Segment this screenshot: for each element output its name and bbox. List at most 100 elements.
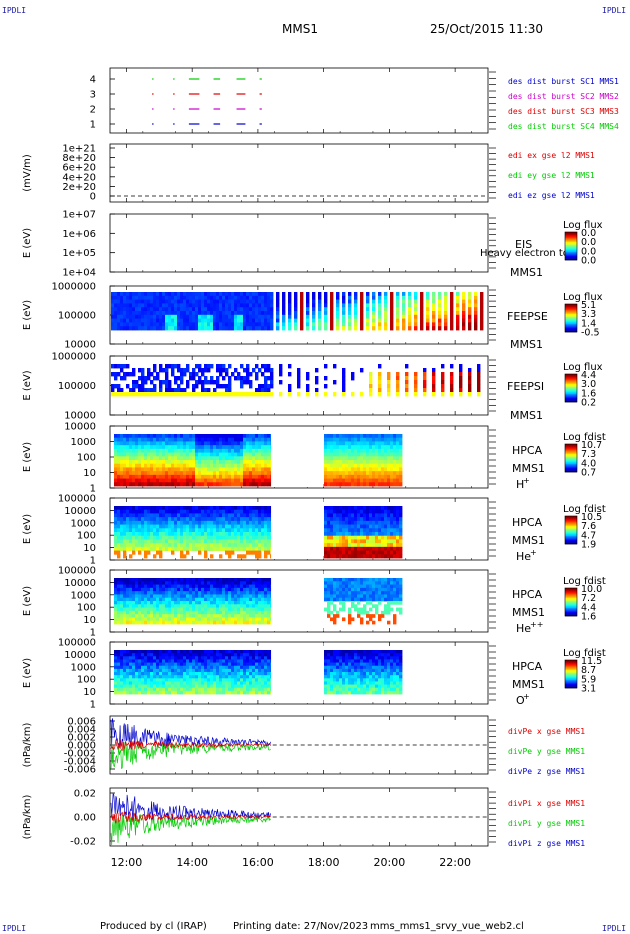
hpca_hepp-pixel xyxy=(195,581,199,585)
hpca_h-pixel xyxy=(393,482,397,487)
hpca_hepp-pixel xyxy=(168,578,172,582)
hpca_h-colorbar-value: 7.3 xyxy=(581,449,596,460)
hpca_h-pixel xyxy=(153,467,157,472)
hpca_hepp-pixel xyxy=(114,617,118,622)
feeps_e-pixel xyxy=(162,295,166,300)
hpca_hepp-pixel xyxy=(330,587,334,592)
hpca_h-pixel xyxy=(249,452,253,457)
feeps_e-pixel xyxy=(189,318,193,323)
hpca_he-pixel xyxy=(339,524,343,529)
hpca_hepp-pixel xyxy=(351,587,355,592)
hpca_hepp-pixel xyxy=(210,578,214,582)
hpca_he-pixel xyxy=(231,520,235,525)
hpca_he-pixel xyxy=(267,532,271,537)
hpca_hepp-pixel xyxy=(387,607,391,612)
hpca_hepp-pixel xyxy=(129,578,133,582)
hpca_h-pixel xyxy=(348,460,352,465)
hpca_he-pixel xyxy=(222,528,226,533)
hpca_h-pixel xyxy=(363,482,367,487)
hpca_he-pixel xyxy=(348,524,352,529)
hpca_hepp-pixel xyxy=(237,604,241,608)
hpca_hepp-pixel xyxy=(195,604,199,608)
feeps_e-pixel xyxy=(135,295,139,300)
feeps_e-pixel xyxy=(156,292,160,297)
feeps_e-pixel xyxy=(111,322,115,327)
hpca_he-pixel xyxy=(156,535,160,540)
feeps_e-pixel xyxy=(396,318,400,323)
hpca_he-pixel xyxy=(336,524,340,529)
feeps_e-pixel xyxy=(366,303,370,308)
hpca_he-pixel xyxy=(150,520,154,525)
hpca_h-pixel xyxy=(363,463,367,468)
hpca_h-pixel xyxy=(399,448,403,453)
feeps_e-pixel xyxy=(234,307,238,312)
hpca_hepp-pixel xyxy=(237,620,241,625)
hpca_h-pixel xyxy=(240,482,244,487)
hpca_h-pixel xyxy=(396,437,400,442)
hpca_he-pixel xyxy=(384,528,388,533)
hpca_h-pixel xyxy=(384,441,388,446)
hpca_hepp-pixel xyxy=(159,584,163,589)
hpca_he-pixel xyxy=(360,528,364,533)
hpca_h-pixel xyxy=(204,474,208,479)
hpca_he-pixel xyxy=(378,550,382,555)
hpca_h-pixel xyxy=(387,471,391,476)
hpca_he-pixel xyxy=(324,520,328,525)
hpca_he-pixel xyxy=(192,546,196,551)
feeps_i-pixel xyxy=(477,364,481,369)
hpca_h-pixel xyxy=(135,474,139,479)
hpca_he-pixel xyxy=(186,506,190,511)
edi-ytick-label: 8e+20 xyxy=(62,153,96,164)
feeps_e-pixel xyxy=(264,307,268,312)
hpca_h-pixel xyxy=(144,467,148,472)
feeps_e-pixel xyxy=(246,303,250,308)
hpca_hepp-pixel xyxy=(141,578,145,582)
hpca_he-pixel xyxy=(372,506,376,511)
hpca_hepp-pixel xyxy=(135,591,139,595)
hpca_h-pixel xyxy=(396,467,400,472)
hpca_hepp-pixel xyxy=(237,597,241,602)
hpca_hepp-pixel xyxy=(162,617,166,622)
feeps_e-colorbar-cell xyxy=(565,319,577,322)
hpca_h-pixel xyxy=(354,434,358,439)
hpca_h-pixel xyxy=(132,482,136,487)
hpca_hepp-pixel xyxy=(267,584,271,589)
hpca_h-pixel xyxy=(177,463,181,468)
feeps_e-pixel xyxy=(270,318,274,323)
feeps_e-pixel xyxy=(438,326,442,331)
hpca_h-pixel xyxy=(222,463,226,468)
feeps_e-pixel xyxy=(246,326,250,331)
hpca_hepp-pixel xyxy=(225,584,229,589)
feeps_i-pixel xyxy=(270,368,274,373)
feeps_i-pixel xyxy=(261,372,265,377)
hpca_h-pixel xyxy=(174,456,178,461)
hpca_he-pixel xyxy=(186,539,190,544)
hpca_h-pixel xyxy=(147,471,151,476)
hpca_hepp-pixel xyxy=(123,604,127,608)
hpca_hepp-pixel xyxy=(393,617,397,622)
hpca_he-pixel xyxy=(216,543,220,548)
hpca_hepp-pixel xyxy=(237,581,241,585)
feeps_e-pixel xyxy=(408,295,412,300)
feeps_e-pixel xyxy=(132,292,136,297)
feeps_e-pixel xyxy=(165,292,169,297)
feeps_e-pixel xyxy=(219,322,223,327)
feeps_e-pixel xyxy=(231,295,235,300)
hpca_hepp-pixel xyxy=(186,601,190,605)
feeps_e-pixel xyxy=(192,322,196,327)
feeps_e-pixel xyxy=(384,318,388,323)
hpca_hepp-pixel xyxy=(117,594,121,599)
feeps_i-pixel xyxy=(141,388,145,393)
hpca_hepp-pixel xyxy=(378,617,382,622)
hpca_h-pixel xyxy=(126,448,130,453)
hpca_he-colorbar-cell xyxy=(565,537,577,539)
hpca_he-pixel xyxy=(378,543,382,548)
hpca_hepp-pixel xyxy=(372,597,376,602)
feeps_i-pixel xyxy=(249,384,253,389)
feeps_e-pixel xyxy=(360,326,364,331)
hpca_hepp-pixel xyxy=(234,620,238,625)
feeps_e-pixel xyxy=(183,322,187,327)
hpca_h-pixel xyxy=(243,482,247,487)
hpca_h-pixel xyxy=(345,456,349,461)
hpca_h-pixel xyxy=(234,434,238,439)
